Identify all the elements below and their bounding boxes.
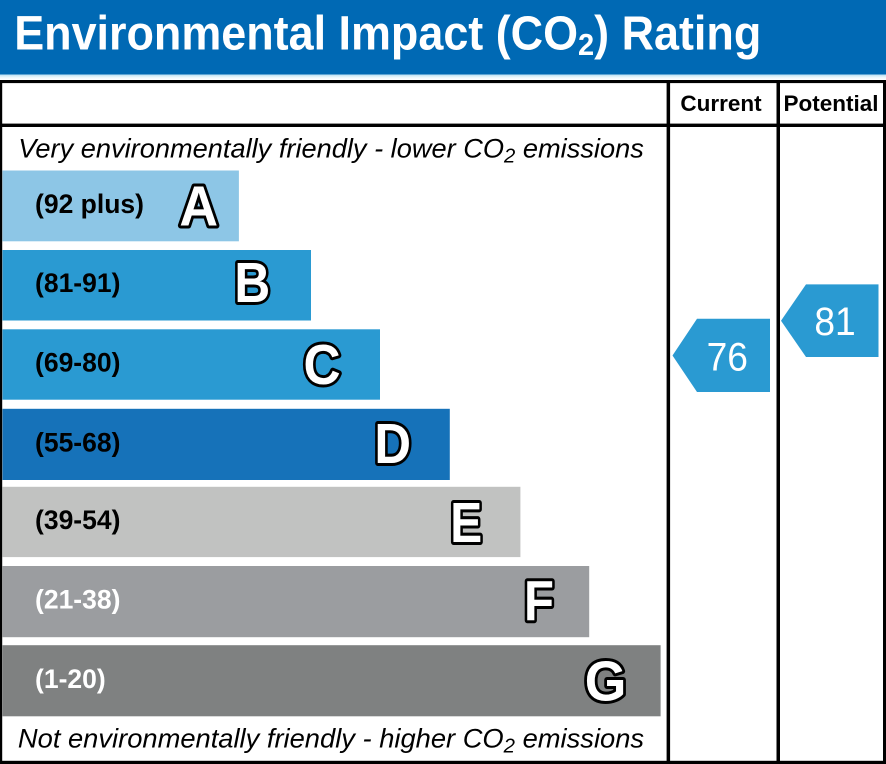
svg-text:F: F (524, 570, 554, 633)
svg-text:(39-54): (39-54) (35, 505, 120, 535)
svg-text:G: G (585, 649, 627, 713)
svg-text:(1-20): (1-20) (35, 664, 106, 694)
svg-text:Environmental Impact (CO2) Rat: Environmental Impact (CO2) Rating (14, 6, 761, 62)
svg-text:Current: Current (680, 91, 762, 116)
svg-text:Potential: Potential (783, 91, 878, 116)
svg-text:(69-80): (69-80) (35, 348, 120, 378)
svg-text:81: 81 (814, 300, 855, 345)
svg-text:76: 76 (707, 335, 748, 380)
svg-text:B: B (234, 252, 270, 315)
svg-text:(21-38): (21-38) (35, 585, 120, 615)
svg-text:A: A (179, 174, 218, 238)
svg-text:D: D (374, 412, 411, 475)
svg-text:C: C (303, 334, 340, 397)
svg-text:(55-68): (55-68) (35, 427, 120, 457)
svg-text:(81-91): (81-91) (35, 268, 120, 298)
svg-text:Not environmentally friendly -: Not environmentally friendly - higher CO… (18, 724, 644, 758)
svg-text:Very environmentally friendly: Very environmentally friendly - lower CO… (18, 134, 644, 168)
svg-text:(92 plus): (92 plus) (35, 189, 144, 219)
svg-text:E: E (450, 491, 482, 555)
